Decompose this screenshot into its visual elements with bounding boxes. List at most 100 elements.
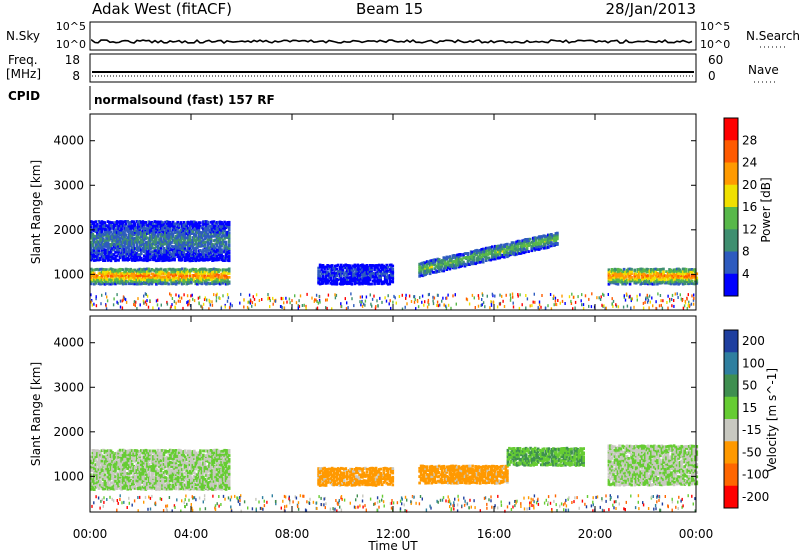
power-cell	[444, 258, 447, 262]
power-cell	[199, 280, 202, 284]
power-cell	[129, 279, 132, 283]
power-cell	[224, 235, 228, 238]
power-cell	[541, 239, 544, 242]
power-cell	[211, 273, 214, 277]
power-cell	[465, 252, 468, 255]
power-cell	[156, 273, 160, 277]
power-cell	[515, 248, 518, 252]
power-cell	[254, 303, 256, 307]
power-cell	[451, 265, 455, 268]
power-cell	[279, 305, 282, 308]
power-cell	[205, 228, 208, 232]
power-cell	[694, 274, 697, 278]
power-cell	[170, 256, 173, 260]
power-cell	[123, 242, 126, 246]
velocity-cell	[167, 477, 170, 481]
power-cell	[445, 304, 447, 308]
velocity-cell	[132, 457, 135, 460]
velocity-cell	[180, 458, 184, 461]
power-cell	[534, 240, 538, 243]
power-cell	[134, 304, 136, 308]
power-cell	[617, 305, 620, 309]
power-cell	[590, 305, 593, 309]
velocity-cell	[161, 473, 164, 477]
power-cell	[155, 235, 158, 239]
power-cell	[132, 255, 135, 258]
power-cell	[118, 279, 122, 283]
velocity-cell	[102, 478, 105, 481]
velocity-cell	[174, 486, 178, 489]
power-cell	[648, 276, 652, 280]
power-cell	[124, 273, 128, 277]
power-cell	[521, 245, 524, 249]
velocity-cell	[97, 482, 101, 486]
power-cell	[445, 268, 449, 271]
power-cell	[430, 269, 433, 273]
power-cell	[162, 234, 166, 238]
power-cell	[152, 240, 155, 243]
power-cell	[215, 233, 219, 236]
velocity-cell	[182, 463, 185, 467]
power-cell	[212, 220, 216, 224]
power-cell	[671, 293, 674, 297]
power-cell	[269, 299, 271, 303]
power-cell	[547, 241, 550, 244]
power-cell	[513, 248, 517, 252]
power-cell	[622, 270, 626, 273]
power-cell	[530, 245, 533, 248]
power-cell	[150, 242, 154, 246]
velocity-cell	[120, 472, 123, 475]
power-cell	[373, 278, 376, 282]
power-cell	[610, 268, 614, 271]
power-cell	[221, 273, 225, 277]
power-cell	[205, 278, 208, 282]
power-cell	[97, 252, 101, 256]
power-cell	[167, 251, 170, 254]
velocity-cell	[177, 487, 181, 491]
power-cell	[194, 274, 198, 277]
velocity-cell	[182, 451, 185, 455]
power-cell	[503, 253, 506, 256]
cpid-value: normalsound (fast) 157 RF	[94, 93, 275, 107]
power-cell	[177, 248, 181, 252]
power-cell	[324, 270, 328, 274]
velocity-cell	[162, 483, 166, 486]
power-cell	[388, 268, 392, 271]
power-cell	[693, 296, 695, 300]
power-cell	[202, 274, 205, 277]
power-cell	[132, 237, 135, 240]
velocity-cell	[167, 463, 170, 467]
power-cell	[193, 254, 196, 258]
power-cell	[129, 270, 132, 273]
velocity-cell	[117, 479, 120, 483]
velocity-cell	[147, 476, 151, 479]
velocity-cell	[159, 487, 163, 490]
power-cell	[653, 282, 656, 286]
power-cell	[193, 238, 196, 242]
velocity-cell	[141, 463, 145, 467]
power-cell	[193, 269, 196, 273]
velocity-cell	[146, 486, 149, 489]
power-cell	[214, 222, 217, 225]
velocity-cell	[133, 477, 137, 481]
power-cell	[539, 235, 542, 238]
power-cell	[343, 278, 346, 282]
power-cell	[223, 268, 226, 272]
velocity-cell	[105, 449, 108, 453]
velocity-cell	[149, 479, 152, 482]
power-cell	[180, 241, 184, 244]
power-cell	[537, 245, 541, 248]
power-cell	[379, 296, 381, 300]
power-cell	[641, 282, 644, 285]
power-cell	[536, 247, 539, 251]
velocity-cell	[115, 477, 119, 480]
power-cell	[243, 305, 245, 309]
power-cell	[214, 280, 217, 283]
power-cell	[376, 299, 378, 303]
power-cell	[165, 276, 169, 280]
power-cell	[320, 264, 323, 267]
power-cell	[90, 280, 93, 283]
power-cell	[359, 265, 363, 269]
velocity-cell	[117, 449, 120, 453]
velocity-cell	[129, 471, 132, 475]
